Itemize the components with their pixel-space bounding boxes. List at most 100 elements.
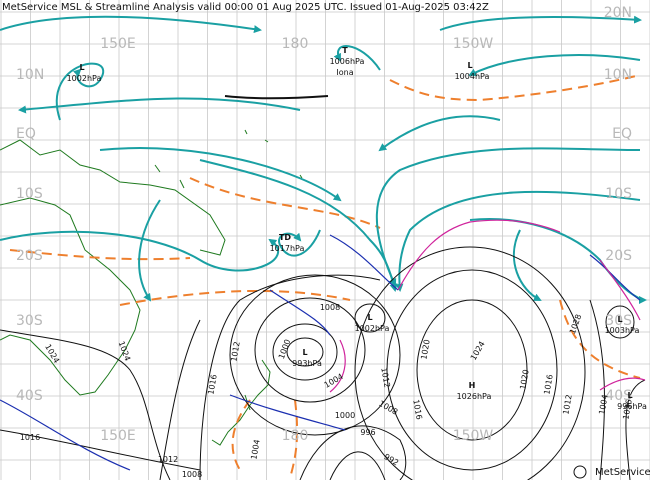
lat-label: EQ bbox=[16, 126, 36, 142]
isobar-label: 1016 bbox=[20, 433, 40, 442]
trough bbox=[389, 74, 641, 102]
isobar-label: 1036 bbox=[621, 399, 633, 421]
lat-label: 20S bbox=[605, 248, 632, 264]
lon-label: 180 bbox=[282, 36, 309, 52]
lat-label: 10N bbox=[604, 67, 632, 83]
isobar-label: 1012 bbox=[158, 455, 178, 464]
cold-front bbox=[269, 289, 331, 336]
system-name: Iona bbox=[336, 68, 353, 77]
lon-label: 180 bbox=[282, 428, 309, 444]
system-symbol: L bbox=[302, 348, 307, 357]
cold-front bbox=[0, 399, 131, 471]
cold-front bbox=[589, 254, 641, 301]
lat-label: 20N bbox=[604, 5, 632, 21]
map-title: MetService MSL & Streamline Analysis val… bbox=[2, 2, 489, 13]
isobar bbox=[229, 274, 401, 436]
isobar-label: 1012 bbox=[561, 394, 573, 416]
streamline bbox=[468, 54, 641, 76]
land bbox=[0, 129, 303, 446]
isobar bbox=[159, 319, 201, 480]
system-pressure: 1026hPa bbox=[457, 392, 492, 401]
isobar bbox=[254, 297, 366, 403]
islands bbox=[154, 129, 303, 189]
system-pressure: 1004hPa bbox=[455, 72, 490, 81]
lat-label: 30S bbox=[16, 313, 43, 329]
isobar bbox=[386, 269, 558, 471]
lon-label: 150E bbox=[100, 36, 136, 52]
streamline bbox=[199, 159, 398, 292]
system-symbol: T bbox=[342, 46, 348, 55]
system-pressure: 1002hPa bbox=[355, 324, 390, 333]
isobar bbox=[625, 379, 646, 480]
logo-mark bbox=[573, 465, 587, 479]
system-symbol: L bbox=[627, 391, 632, 400]
streamline bbox=[138, 199, 161, 302]
lat-label: EQ bbox=[612, 126, 632, 142]
streamlines bbox=[0, 15, 647, 304]
isobar-label: 1004 bbox=[249, 439, 261, 461]
isobar bbox=[354, 303, 386, 333]
system-symbol: L bbox=[79, 63, 84, 72]
lat-label: 10N bbox=[16, 67, 44, 83]
isobar bbox=[329, 451, 386, 480]
isobar bbox=[299, 425, 407, 480]
lat-label: 40S bbox=[16, 388, 43, 404]
cold-front bbox=[229, 394, 346, 431]
isobar bbox=[354, 246, 586, 480]
streamline bbox=[0, 230, 279, 272]
streamline bbox=[55, 62, 105, 121]
lat-label: 10S bbox=[16, 186, 43, 202]
system-pressure: 1017hPa bbox=[270, 244, 305, 253]
logo-text: MetService bbox=[595, 467, 650, 478]
isobar-label: 1008 bbox=[320, 303, 340, 312]
isobar-label: 1012 bbox=[379, 367, 391, 389]
trough bbox=[289, 399, 299, 479]
isobar-label: 1020 bbox=[518, 369, 530, 391]
troughs bbox=[9, 74, 641, 479]
streamline bbox=[333, 45, 381, 71]
lon-label: 150E bbox=[100, 428, 136, 444]
lon-label: 150W bbox=[453, 36, 494, 52]
isobar bbox=[272, 323, 338, 381]
isobar bbox=[589, 299, 605, 480]
isobars bbox=[0, 246, 646, 480]
system-pressure: 1002hPa bbox=[67, 74, 102, 83]
system-symbol: H bbox=[469, 381, 476, 390]
system-pressure: 996hPa bbox=[617, 402, 647, 411]
streamline bbox=[375, 147, 641, 287]
australia-png-coast bbox=[0, 139, 226, 396]
trough bbox=[119, 289, 351, 306]
isobar-label: 1020 bbox=[419, 339, 431, 361]
occluded-front bbox=[599, 259, 641, 321]
isobar-label: 1004 bbox=[597, 394, 609, 416]
labels: 10N EQ 10S 20S 30S 40S 20N 10N EQ 10S 20S 30S 40S 150… bbox=[16, 5, 647, 479]
occluded-front bbox=[599, 377, 646, 391]
isobar-label: 1008 bbox=[182, 470, 202, 479]
logo: MetService bbox=[573, 465, 650, 479]
system-symbol: L bbox=[367, 313, 372, 322]
isobar bbox=[199, 274, 381, 480]
cold-front bbox=[329, 234, 399, 291]
isobar-label: 996 bbox=[360, 428, 375, 437]
streamline bbox=[18, 97, 301, 114]
lon-label: 150W bbox=[453, 428, 494, 444]
isobar bbox=[416, 299, 528, 441]
system-symbol: L bbox=[467, 61, 472, 70]
trough bbox=[9, 249, 191, 261]
isobar bbox=[605, 305, 635, 339]
streamline bbox=[378, 115, 501, 152]
streamline bbox=[395, 190, 641, 292]
trough bbox=[559, 299, 641, 379]
streamline bbox=[278, 229, 321, 257]
streamline bbox=[439, 15, 642, 31]
occluded-front bbox=[329, 339, 346, 393]
system-pressure: 1003hPa bbox=[605, 326, 640, 335]
isobar-label: 1016 bbox=[411, 399, 423, 421]
system-pressure: 993hPa bbox=[292, 359, 322, 368]
system-symbol: L bbox=[617, 315, 622, 324]
system-pressure: 1006hPa bbox=[330, 57, 365, 66]
isobar bbox=[286, 337, 324, 367]
